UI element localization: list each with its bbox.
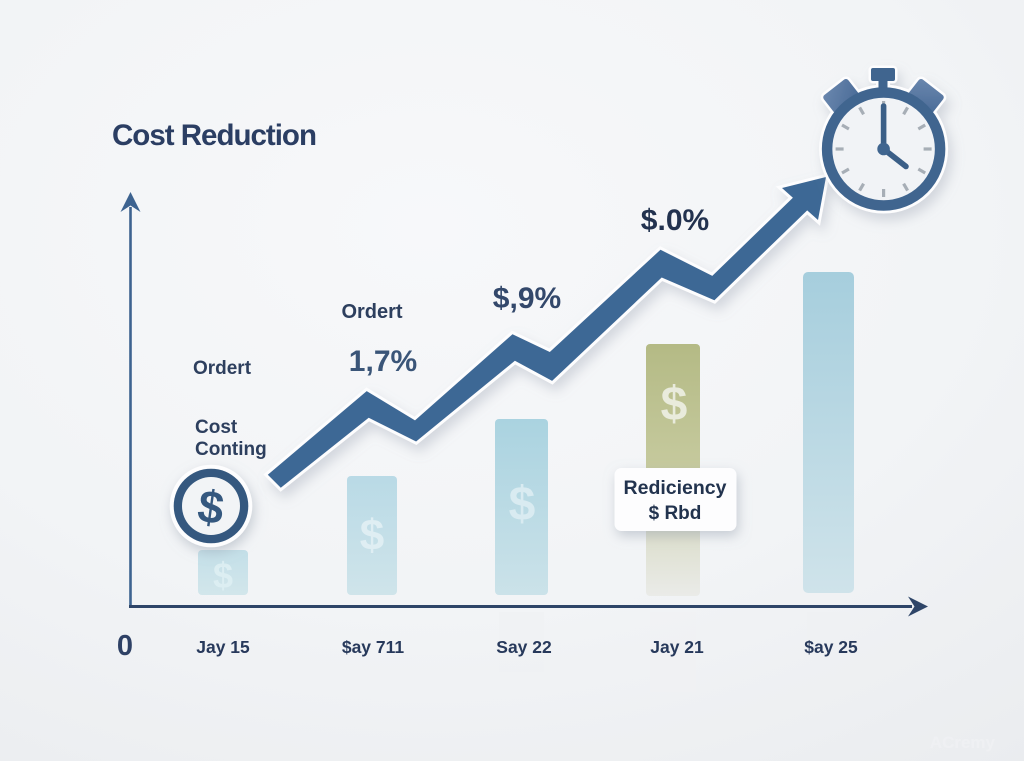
svg-text:$ Rbd: $ Rbd — [649, 503, 702, 524]
svg-text:$ay 25: $ay 25 — [804, 637, 858, 657]
svg-text:1,7%: 1,7% — [349, 345, 417, 378]
svg-text:Ordert: Ordert — [341, 301, 402, 323]
svg-text:$: $ — [509, 478, 536, 531]
svg-text:$: $ — [213, 555, 233, 596]
svg-text:Jay 21: Jay 21 — [650, 637, 704, 657]
svg-text:$: $ — [661, 378, 688, 431]
svg-text:0: 0 — [117, 630, 133, 662]
svg-text:Ordert: Ordert — [193, 358, 252, 379]
svg-text:Rediciency: Rediciency — [624, 477, 727, 499]
svg-text:$: $ — [360, 511, 384, 560]
svg-text:Cost: Cost — [195, 417, 238, 438]
svg-text:$ay 711: $ay 711 — [342, 637, 405, 657]
svg-text:$.0%: $.0% — [641, 204, 709, 237]
svg-text:Say 22: Say 22 — [496, 637, 552, 657]
svg-text:ACremy: ACremy — [930, 733, 996, 752]
svg-text:$,9%: $,9% — [493, 282, 561, 315]
svg-text:Conting: Conting — [195, 439, 267, 460]
svg-text:Cost Reduction: Cost Reduction — [112, 119, 316, 152]
svg-text:Jay 15: Jay 15 — [196, 637, 250, 657]
